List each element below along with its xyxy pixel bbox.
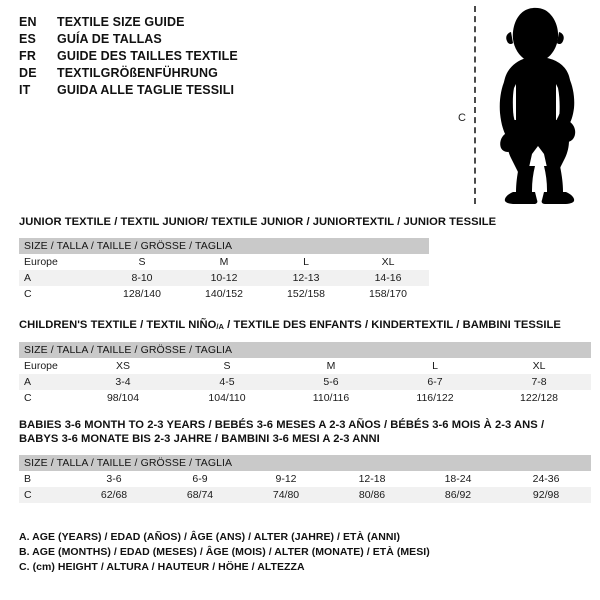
height-measure-label: C	[458, 112, 466, 124]
table-cell: 4-5	[175, 374, 279, 390]
table-cell: 68/74	[157, 487, 243, 503]
size-band-label: SIZE / TALLA / TAILLE / GRÖSSE / TAGLIA	[19, 455, 592, 471]
section-babies-textile: BABIES 3-6 MONTH TO 2-3 YEARS / BEBÉS 3-…	[19, 418, 592, 503]
size-band-label: SIZE / TALLA / TAILLE / GRÖSSE / TAGLIA	[19, 238, 430, 254]
language-row: EN TEXTILE SIZE GUIDE	[19, 14, 399, 31]
table-cell: 7-8	[487, 374, 592, 390]
table-header-band: SIZE / TALLA / TAILLE / GRÖSSE / TAGLIA	[19, 238, 430, 254]
table-row: Europe XS S M L XL	[19, 358, 592, 374]
legend-item-c: C. (cm) HEIGHT / ALTURA / HAUTEUR / HÖHE…	[19, 561, 305, 573]
language-title: GUIDA ALLE TAGLIE TESSILI	[57, 83, 235, 97]
table-cell: 122/128	[487, 390, 592, 406]
language-row: IT GUIDA ALLE TAGLIE TESSILI	[19, 82, 399, 99]
table-cell: S	[101, 254, 183, 270]
table-cell: 9-12	[243, 471, 329, 487]
language-code: FR	[19, 49, 37, 63]
table-cell: L	[265, 254, 347, 270]
language-row: ES GUÍA DE TALLAS	[19, 31, 399, 48]
table-row: A 3-4 4-5 5-6 6-7 7-8	[19, 374, 592, 390]
table-cell: 74/80	[243, 487, 329, 503]
table-cell: 152/158	[265, 286, 347, 302]
language-title: TEXTILE SIZE GUIDE	[57, 15, 185, 29]
section-title-line1: BABIES 3-6 MONTH TO 2-3 YEARS / BEBÉS 3-…	[19, 419, 545, 431]
table-cell: XL	[347, 254, 430, 270]
table-cell: 110/116	[279, 390, 383, 406]
table-cell: M	[279, 358, 383, 374]
language-code: ES	[19, 32, 37, 46]
height-measure-dashed-line	[474, 6, 476, 204]
language-title: GUÍA DE TALLAS	[57, 32, 162, 46]
row-label: C	[19, 286, 101, 302]
table-cell: 8-10	[101, 270, 183, 286]
measurement-illustration: C	[450, 6, 595, 206]
table-row: C 62/68 68/74 74/80 80/86 86/92 92/98	[19, 487, 592, 503]
row-label: A	[19, 270, 101, 286]
row-label: B	[19, 471, 71, 487]
table-cell: 5-6	[279, 374, 383, 390]
legend-item-a: A. AGE (YEARS) / EDAD (AÑOS) / ÂGE (ANS)…	[19, 531, 401, 543]
section-title: JUNIOR TEXTILE / TEXTIL JUNIOR/ TEXTILE …	[19, 216, 497, 228]
junior-size-table: SIZE / TALLA / TAILLE / GRÖSSE / TAGLIA …	[19, 238, 430, 302]
table-cell: 92/98	[501, 487, 592, 503]
section-title-suffix: / TEXTILE DES ENFANTS / KINDERTEXTIL / B…	[223, 319, 561, 331]
table-row: C 98/104 104/110 110/116 116/122 122/128	[19, 390, 592, 406]
table-cell: 116/122	[383, 390, 487, 406]
section-title: CHILDREN'S TEXTILE / TEXTIL NIÑO/A / TEX…	[19, 318, 591, 333]
section-title-prefix: CHILDREN'S TEXTILE / TEXTIL NIÑO	[19, 319, 217, 331]
table-cell: 86/92	[415, 487, 501, 503]
language-code: IT	[19, 83, 31, 97]
table-cell: 3-6	[71, 471, 157, 487]
table-row: B 3-6 6-9 9-12 12-18 18-24 24-36	[19, 471, 592, 487]
section-title-line2: BABYS 3-6 MONATE BIS 2-3 JAHRE / BAMBINI…	[19, 433, 380, 445]
section-junior-textile: JUNIOR TEXTILE / TEXTIL JUNIOR/ TEXTILE …	[19, 215, 497, 302]
language-code: DE	[19, 66, 37, 80]
table-cell: XS	[71, 358, 175, 374]
table-cell: L	[383, 358, 487, 374]
table-row: Europe S M L XL	[19, 254, 430, 270]
section-childrens-textile: CHILDREN'S TEXTILE / TEXTIL NIÑO/A / TEX…	[19, 318, 592, 406]
table-cell: 104/110	[175, 390, 279, 406]
row-label: A	[19, 374, 71, 390]
table-header-band: SIZE / TALLA / TAILLE / GRÖSSE / TAGLIA	[19, 342, 592, 358]
children-size-table: SIZE / TALLA / TAILLE / GRÖSSE / TAGLIA …	[19, 342, 592, 406]
table-cell: 14-16	[347, 270, 430, 286]
table-cell: 140/152	[183, 286, 265, 302]
measurement-legend: A. AGE (YEARS) / EDAD (AÑOS) / ÂGE (ANS)…	[19, 530, 579, 575]
row-label: Europe	[19, 254, 101, 270]
table-cell: 98/104	[71, 390, 175, 406]
table-cell: 18-24	[415, 471, 501, 487]
section-title-subscript: /A	[216, 322, 224, 331]
table-cell: 12-18	[329, 471, 415, 487]
language-title-list: EN TEXTILE SIZE GUIDE ES GUÍA DE TALLAS …	[19, 14, 399, 99]
language-title: TEXTILGRÖßENFÜHRUNG	[57, 66, 218, 80]
table-cell: 6-9	[157, 471, 243, 487]
child-silhouette-icon	[499, 7, 576, 204]
language-row: FR GUIDE DES TAILLES TEXTILE	[19, 48, 399, 65]
table-cell: 12-13	[265, 270, 347, 286]
table-row: C 128/140 140/152 152/158 158/170	[19, 286, 430, 302]
table-cell: S	[175, 358, 279, 374]
language-row: DE TEXTILGRÖßENFÜHRUNG	[19, 65, 399, 82]
legend-item-b: B. AGE (MONTHS) / EDAD (MESES) / ÂGE (MO…	[19, 546, 430, 558]
table-cell: 128/140	[101, 286, 183, 302]
table-row: A 8-10 10-12 12-13 14-16	[19, 270, 430, 286]
table-header-band: SIZE / TALLA / TAILLE / GRÖSSE / TAGLIA	[19, 455, 592, 471]
size-band-label: SIZE / TALLA / TAILLE / GRÖSSE / TAGLIA	[19, 342, 592, 358]
babies-size-table: SIZE / TALLA / TAILLE / GRÖSSE / TAGLIA …	[19, 455, 592, 503]
row-label: C	[19, 390, 71, 406]
table-cell: 10-12	[183, 270, 265, 286]
language-title: GUIDE DES TAILLES TEXTILE	[57, 49, 238, 63]
language-code: EN	[19, 15, 37, 29]
table-cell: 62/68	[71, 487, 157, 503]
row-label: Europe	[19, 358, 71, 374]
table-cell: 3-4	[71, 374, 175, 390]
table-cell: 24-36	[501, 471, 592, 487]
table-cell: 158/170	[347, 286, 430, 302]
table-cell: 6-7	[383, 374, 487, 390]
table-cell: M	[183, 254, 265, 270]
table-cell: XL	[487, 358, 592, 374]
row-label: C	[19, 487, 71, 503]
table-cell: 80/86	[329, 487, 415, 503]
